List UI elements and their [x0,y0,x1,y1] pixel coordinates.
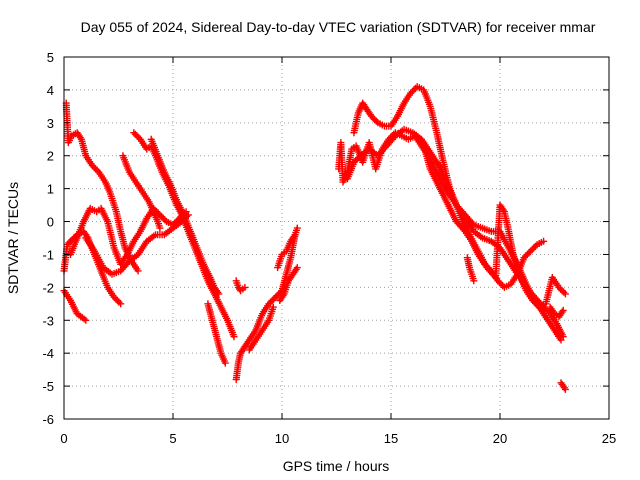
series-trace-9 [147,135,223,298]
data-point [410,86,418,94]
y-tick-label: -3 [42,313,54,328]
series-trace-19 [420,142,548,291]
y-tick-label: 4 [47,83,54,98]
series-trace-10 [204,300,229,367]
y-tick-label: 5 [47,50,54,65]
x-tick-label: 15 [384,431,398,446]
data-point [82,316,90,324]
y-tick-label: 2 [47,149,54,164]
y-axis-label: SDTVAR / TECUs [5,182,21,294]
data-point [293,224,301,232]
x-tick-label: 25 [602,431,616,446]
data-point [520,254,528,262]
series-trace-22 [557,379,569,393]
chart-title: Day 055 of 2024, Sidereal Day-to-day VTE… [81,19,596,35]
y-tick-label: -1 [42,247,54,262]
x-tick-label: 5 [169,431,176,446]
data-point [561,290,569,298]
y-tick-label: -4 [42,346,54,361]
series-trace-20 [463,254,478,285]
series-trace-13 [245,303,277,354]
data-point [558,308,566,316]
data-point [112,295,120,303]
plot-frame [63,56,610,420]
data-point [221,359,229,367]
series-trace-14 [274,224,301,272]
data-point [293,264,301,272]
data-layer [60,83,569,393]
y-tick-label: -5 [42,379,54,394]
data-point [241,283,249,291]
data-point [215,290,223,298]
x-tick-label: 0 [60,431,67,446]
data-point [372,117,380,125]
series-trace-21 [546,303,567,321]
data-point [156,224,164,232]
y-tick-label: -2 [42,280,54,295]
series-trace-5 [67,204,190,268]
data-point [560,288,568,296]
data-point [353,155,361,163]
data-point [460,226,468,234]
data-point [540,237,548,245]
series-trace-12 [232,231,299,383]
data-point [130,129,138,137]
data-point [65,239,73,247]
data-point [468,219,476,227]
y-tick-label: 3 [47,116,54,131]
x-tick-label: 10 [275,431,289,446]
data-point [528,246,536,253]
y-tick-label: 0 [47,215,54,230]
data-point [268,297,276,304]
x-axis-label: GPS time / hours [283,458,390,474]
y-tick-label: -6 [42,412,54,427]
data-point [525,249,533,257]
data-point [92,165,100,173]
data-point [561,385,569,393]
data-point [272,293,279,301]
data-point [159,214,167,222]
data-point [134,267,142,275]
data-point [497,280,505,288]
data-point [369,114,377,122]
series-trace-7 [119,152,164,232]
data-point [269,303,277,311]
y-tick-label: 1 [47,182,54,197]
data-point [230,333,238,341]
series-trace-11 [232,277,249,295]
data-point [559,306,567,314]
data-point [214,288,222,296]
x-tick-label: 20 [493,431,507,446]
data-point [555,283,563,291]
series-trace-6 [82,211,192,278]
data-point [117,300,125,308]
data-point [557,336,565,344]
data-point [482,262,490,270]
series-trace-15 [276,264,301,304]
data-point [470,277,478,285]
